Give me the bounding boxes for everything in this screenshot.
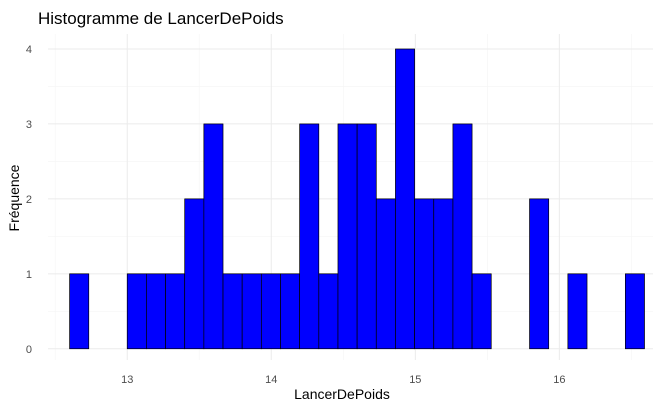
y-tick-label: 1 [26,269,32,281]
ticks-layer: 13 14 15 16 0 1 2 3 4 [26,44,566,386]
x-tick-label: 13 [121,374,133,386]
histogram-bar [471,273,492,350]
histogram-bar [414,198,435,350]
histogram-bar [222,273,243,350]
histogram-bar [318,273,339,350]
histogram-bar [337,123,358,350]
bars-layer [69,48,645,350]
histogram-bar [260,273,281,350]
y-tick-label: 4 [26,44,32,56]
y-tick-label: 0 [26,344,32,356]
histogram-bar [395,48,415,350]
x-tick-label: 16 [553,374,565,386]
histogram-bar [203,123,224,350]
histogram-bar [356,123,377,350]
histogram-bar [529,198,550,350]
x-tick-label: 15 [409,374,421,386]
y-tick-label: 3 [26,119,32,131]
histogram-bar [280,273,301,350]
histogram-bar [184,198,205,350]
chart-title: Histogramme de LancerDePoids [38,9,284,28]
histogram-bar [146,273,166,350]
y-tick-label: 2 [26,194,32,206]
histogram-bar [452,123,473,350]
histogram-bar [375,198,396,350]
histogram-bar [624,273,645,350]
y-axis-title: Fréquence [6,164,22,231]
x-axis-title: LancerDePoids [294,386,390,402]
histogram-bar [299,123,320,350]
x-tick-label: 14 [265,374,277,386]
histogram-bar [126,273,147,350]
histogram-bar [165,273,186,350]
histogram-bar [241,273,262,350]
histogram-bar [567,273,588,350]
histogram-bar [433,198,454,350]
histogram-bar [69,273,90,350]
